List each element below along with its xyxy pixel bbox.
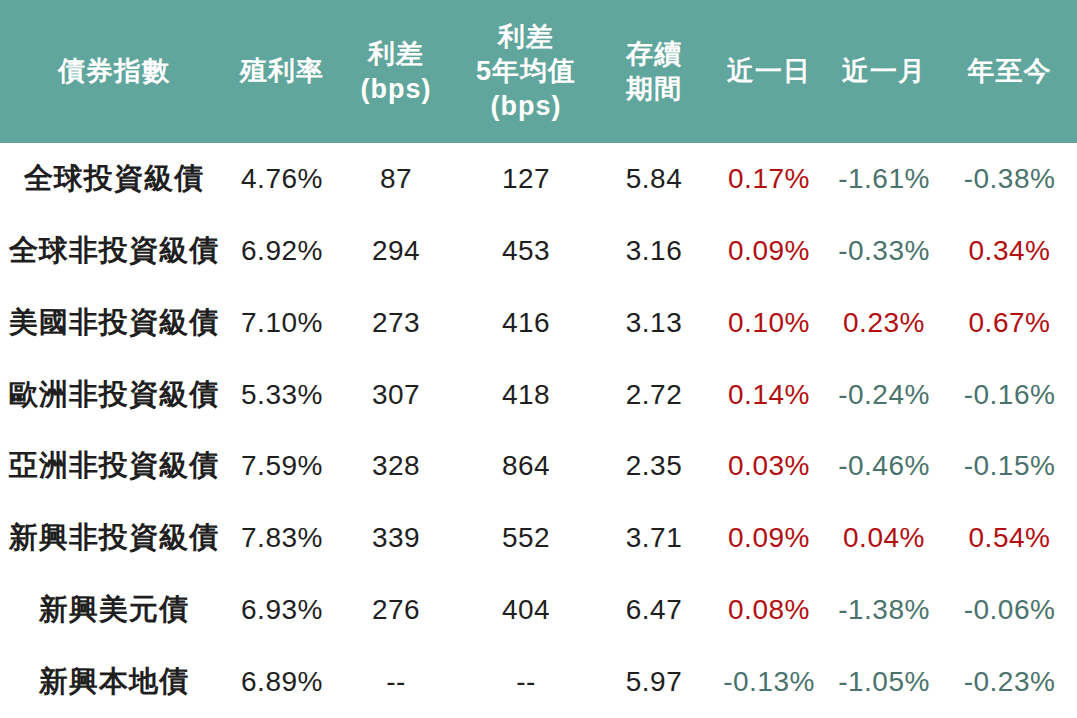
- table-header: 債券指數 殖利率 利差 (bps) 利差 5年均值 (bps) 存續 期間 近一…: [0, 0, 1077, 143]
- cell-index-name: 全球投資級債: [0, 143, 228, 215]
- cell-yield: 5.33%: [228, 359, 336, 431]
- bond-index-report: 債券指數 殖利率 利差 (bps) 利差 5年均值 (bps) 存續 期間 近一…: [0, 0, 1077, 718]
- cell-1-month: -0.24%: [826, 359, 942, 431]
- cell-spread: 87: [336, 143, 456, 215]
- cell-ytd: 0.67%: [942, 287, 1077, 359]
- col-header-1-month: 近一月: [826, 0, 942, 143]
- cell-duration: 3.71: [596, 502, 712, 574]
- header-row: 債券指數 殖利率 利差 (bps) 利差 5年均值 (bps) 存續 期間 近一…: [0, 0, 1077, 143]
- cell-index-name: 亞洲非投資級債: [0, 431, 228, 503]
- table-row: 新興美元債 6.93% 276 404 6.47 0.08% -1.38% -0…: [0, 574, 1077, 646]
- cell-duration: 3.16: [596, 215, 712, 287]
- cell-spread: 339: [336, 502, 456, 574]
- cell-yield: 6.93%: [228, 574, 336, 646]
- cell-1-day: -0.13%: [712, 646, 826, 718]
- col-header-duration: 存續 期間: [596, 0, 712, 143]
- cell-1-month: -0.33%: [826, 215, 942, 287]
- cell-yield: 7.59%: [228, 431, 336, 503]
- cell-spread-5y-avg: 416: [456, 287, 596, 359]
- cell-spread-5y-avg: --: [456, 646, 596, 718]
- cell-ytd: -0.16%: [942, 359, 1077, 431]
- cell-duration: 5.97: [596, 646, 712, 718]
- cell-1-month: 0.04%: [826, 502, 942, 574]
- cell-index-name: 新興非投資級債: [0, 502, 228, 574]
- cell-index-name: 美國非投資級債: [0, 287, 228, 359]
- cell-ytd: 0.34%: [942, 215, 1077, 287]
- cell-yield: 7.83%: [228, 502, 336, 574]
- col-header-spread: 利差 (bps): [336, 0, 456, 143]
- cell-1-month: -0.46%: [826, 431, 942, 503]
- cell-ytd: 0.54%: [942, 502, 1077, 574]
- table-row: 亞洲非投資級債 7.59% 328 864 2.35 0.03% -0.46% …: [0, 431, 1077, 503]
- table-body: 全球投資級債 4.76% 87 127 5.84 0.17% -1.61% -0…: [0, 143, 1077, 718]
- col-header-1-day: 近一日: [712, 0, 826, 143]
- cell-index-name: 歐洲非投資級債: [0, 359, 228, 431]
- cell-ytd: -0.23%: [942, 646, 1077, 718]
- cell-duration: 5.84: [596, 143, 712, 215]
- cell-index-name: 新興美元債: [0, 574, 228, 646]
- table-row: 全球投資級債 4.76% 87 127 5.84 0.17% -1.61% -0…: [0, 143, 1077, 215]
- cell-yield: 4.76%: [228, 143, 336, 215]
- cell-duration: 2.35: [596, 431, 712, 503]
- cell-1-day: 0.14%: [712, 359, 826, 431]
- col-header-bond-index: 債券指數: [0, 0, 228, 143]
- cell-ytd: -0.15%: [942, 431, 1077, 503]
- cell-ytd: -0.38%: [942, 143, 1077, 215]
- cell-spread-5y-avg: 552: [456, 502, 596, 574]
- cell-1-day: 0.17%: [712, 143, 826, 215]
- cell-spread: 328: [336, 431, 456, 503]
- cell-index-name: 全球非投資級債: [0, 215, 228, 287]
- cell-duration: 3.13: [596, 287, 712, 359]
- cell-ytd: -0.06%: [942, 574, 1077, 646]
- cell-yield: 6.92%: [228, 215, 336, 287]
- cell-spread: --: [336, 646, 456, 718]
- cell-spread-5y-avg: 864: [456, 431, 596, 503]
- cell-1-month: 0.23%: [826, 287, 942, 359]
- cell-spread: 307: [336, 359, 456, 431]
- cell-yield: 6.89%: [228, 646, 336, 718]
- cell-spread: 294: [336, 215, 456, 287]
- cell-1-month: -1.38%: [826, 574, 942, 646]
- table-row: 新興非投資級債 7.83% 339 552 3.71 0.09% 0.04% 0…: [0, 502, 1077, 574]
- table-row: 新興本地債 6.89% -- -- 5.97 -0.13% -1.05% -0.…: [0, 646, 1077, 718]
- cell-spread-5y-avg: 404: [456, 574, 596, 646]
- table-row: 歐洲非投資級債 5.33% 307 418 2.72 0.14% -0.24% …: [0, 359, 1077, 431]
- cell-yield: 7.10%: [228, 287, 336, 359]
- cell-1-day: 0.03%: [712, 431, 826, 503]
- cell-1-day: 0.09%: [712, 502, 826, 574]
- cell-1-day: 0.08%: [712, 574, 826, 646]
- cell-1-day: 0.09%: [712, 215, 826, 287]
- col-header-yield: 殖利率: [228, 0, 336, 143]
- cell-1-month: -1.05%: [826, 646, 942, 718]
- table-row: 全球非投資級債 6.92% 294 453 3.16 0.09% -0.33% …: [0, 215, 1077, 287]
- table-row: 美國非投資級債 7.10% 273 416 3.13 0.10% 0.23% 0…: [0, 287, 1077, 359]
- cell-spread-5y-avg: 453: [456, 215, 596, 287]
- col-header-ytd: 年至今: [942, 0, 1077, 143]
- bond-index-table: 債券指數 殖利率 利差 (bps) 利差 5年均值 (bps) 存續 期間 近一…: [0, 0, 1077, 718]
- cell-duration: 6.47: [596, 574, 712, 646]
- cell-duration: 2.72: [596, 359, 712, 431]
- col-header-spread-5y-avg: 利差 5年均值 (bps): [456, 0, 596, 143]
- cell-spread-5y-avg: 127: [456, 143, 596, 215]
- cell-1-month: -1.61%: [826, 143, 942, 215]
- cell-1-day: 0.10%: [712, 287, 826, 359]
- cell-spread: 273: [336, 287, 456, 359]
- cell-index-name: 新興本地債: [0, 646, 228, 718]
- cell-spread-5y-avg: 418: [456, 359, 596, 431]
- cell-spread: 276: [336, 574, 456, 646]
